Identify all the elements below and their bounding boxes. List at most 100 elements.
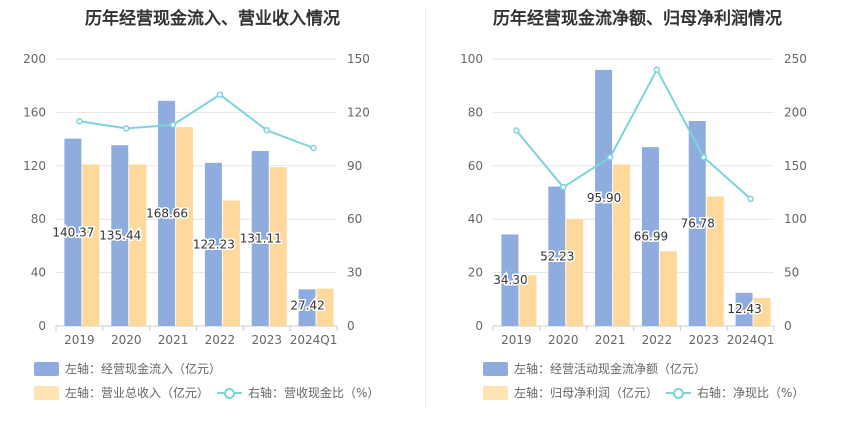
line-point bbox=[513, 127, 520, 134]
left-chart-panel: 历年经营现金流入、营业收入情况 0 0 40 30 80 60 120 90 160 120 200… bbox=[23, 9, 379, 401]
x-tick-label: 2019 bbox=[64, 333, 95, 347]
y-tick-label-right: 0 bbox=[347, 319, 355, 333]
legend-swatch-yellow bbox=[483, 385, 508, 400]
x-tick-label: 2023 bbox=[251, 333, 282, 347]
data-label: 140.37 bbox=[52, 225, 94, 239]
y-tick-label-right: 90 bbox=[347, 159, 362, 173]
legend-item-net-profit[interactable]: 左轴：归母净利润（亿元） bbox=[483, 384, 658, 401]
legend-item-cash-ratio[interactable]: 右轴：净现比（%） bbox=[666, 384, 804, 401]
line-point bbox=[216, 91, 224, 98]
legend-item-net-operating-cash[interactable]: 左轴：经营活动现金流净额（亿元） bbox=[483, 360, 706, 377]
y-tick-label-left: 20 bbox=[468, 266, 483, 280]
bar-primary bbox=[688, 120, 706, 326]
line-point bbox=[606, 154, 614, 161]
chart-title: 历年经营现金流入、营业收入情况 bbox=[85, 9, 340, 29]
line-series bbox=[515, 67, 752, 200]
bar-primary bbox=[548, 186, 566, 326]
bar-primary bbox=[204, 162, 222, 326]
legend-label: 左轴：归母净利润（亿元） bbox=[514, 386, 659, 400]
bar-secondary bbox=[176, 127, 194, 327]
x-tick-label: 2023 bbox=[688, 333, 719, 347]
legend-item-cash-inflow[interactable]: 左轴：经营现金流入（亿元） bbox=[34, 360, 221, 377]
x-tick-label: 2019 bbox=[501, 333, 532, 347]
legend-label: 右轴：营收现金比（%） bbox=[248, 386, 380, 400]
data-label: 12.43 bbox=[727, 302, 761, 316]
x-tick-label: 2021 bbox=[158, 333, 189, 347]
line-point bbox=[169, 121, 177, 129]
y-tick-label-left: 40 bbox=[31, 266, 46, 280]
bar-secondary bbox=[82, 164, 100, 326]
bar-secondary bbox=[269, 167, 287, 326]
legend-label: 左轴：经营活动现金流净额（亿元） bbox=[514, 362, 707, 376]
bar-secondary bbox=[613, 164, 631, 326]
line-point bbox=[76, 118, 83, 125]
y-tick-label-left: 60 bbox=[468, 159, 483, 173]
x-tick-label: 2020 bbox=[548, 333, 579, 347]
y-tick-label-right: 100 bbox=[784, 212, 807, 226]
legend-item-revenue[interactable]: 左轴：营业总收入（亿元） bbox=[34, 384, 209, 401]
line-point bbox=[263, 126, 270, 134]
left-chart-svg: 0 0 40 30 80 60 120 90 160 120 200 150 2019 2020 2021 2… bbox=[23, 52, 370, 347]
line-point bbox=[123, 125, 130, 132]
x-tick-label: 2022 bbox=[642, 333, 673, 347]
y-tick-label-left: 100 bbox=[460, 52, 483, 66]
y-tick-label-right: 30 bbox=[347, 266, 362, 280]
line-point bbox=[653, 66, 661, 73]
y-tick-label-right: 50 bbox=[784, 266, 799, 280]
y-tick-label-left: 40 bbox=[468, 212, 483, 226]
data-label: 135.44 bbox=[99, 229, 141, 243]
y-tick-label-right: 0 bbox=[784, 319, 792, 333]
line-point bbox=[700, 154, 707, 161]
x-tick-label: 2022 bbox=[205, 333, 236, 347]
y-tick-label-left: 80 bbox=[31, 212, 46, 226]
y-tick-label-right: 200 bbox=[784, 105, 807, 119]
legend-swatch-line bbox=[666, 386, 691, 400]
data-label: 27.42 bbox=[290, 298, 324, 312]
bar-secondary bbox=[659, 251, 677, 326]
bar-primary bbox=[111, 145, 129, 326]
x-tick-label: 2020 bbox=[111, 333, 142, 347]
x-tick-label: 2024Q1 bbox=[290, 333, 338, 347]
y-tick-label-left: 0 bbox=[475, 319, 483, 333]
panel-divider bbox=[425, 8, 426, 408]
data-label: 122.23 bbox=[193, 237, 235, 251]
x-tick-label: 2024Q1 bbox=[727, 333, 775, 347]
data-label: 52.23 bbox=[540, 249, 574, 263]
line-point bbox=[310, 144, 317, 152]
legend-item-revenue-cash-ratio[interactable]: 右轴：营收现金比（%） bbox=[217, 384, 379, 401]
y-tick-label-left: 120 bbox=[23, 159, 46, 173]
y-tick-label-right: 250 bbox=[784, 52, 807, 66]
y-tick-label-left: 200 bbox=[23, 52, 46, 66]
y-tick-label-right: 120 bbox=[347, 105, 370, 119]
data-label: 168.66 bbox=[146, 206, 188, 220]
y-tick-label-right: 150 bbox=[784, 159, 807, 173]
bar-secondary bbox=[222, 200, 240, 326]
bar-secondary bbox=[566, 219, 584, 326]
bar-primary bbox=[251, 150, 269, 326]
data-label: 76.78 bbox=[681, 216, 715, 230]
bar-primary bbox=[158, 100, 176, 326]
legend-label: 右轴：净现比（%） bbox=[697, 386, 805, 400]
bar-primary bbox=[641, 147, 659, 326]
data-label: 95.90 bbox=[587, 191, 621, 205]
bar-secondary bbox=[129, 164, 147, 326]
legend-swatch-blue bbox=[483, 361, 508, 376]
bar-secondary bbox=[316, 288, 334, 326]
line-series bbox=[79, 93, 314, 149]
bar-primary bbox=[595, 69, 613, 327]
y-tick-label-left: 80 bbox=[468, 105, 483, 119]
legend-label: 左轴：经营现金流入（亿元） bbox=[65, 362, 222, 376]
bar-secondary bbox=[706, 196, 724, 326]
bar-primary bbox=[298, 289, 316, 326]
right-chart-svg: 0 0 20 50 40 100 60 150 80 200 100 250 2019 2020 2021 2… bbox=[460, 52, 807, 347]
bar-primary bbox=[64, 138, 82, 326]
line-point bbox=[747, 195, 754, 203]
data-label: 66.99 bbox=[634, 230, 668, 244]
legend-swatch-blue bbox=[34, 361, 59, 376]
x-tick-label: 2021 bbox=[595, 333, 626, 347]
data-label: 131.11 bbox=[240, 231, 282, 245]
data-label: 34.30 bbox=[493, 273, 527, 287]
bar-primary bbox=[501, 234, 519, 326]
chart-title: 历年经营现金流净额、归母净利润情况 bbox=[493, 9, 782, 29]
legend-swatch-yellow bbox=[34, 385, 59, 400]
